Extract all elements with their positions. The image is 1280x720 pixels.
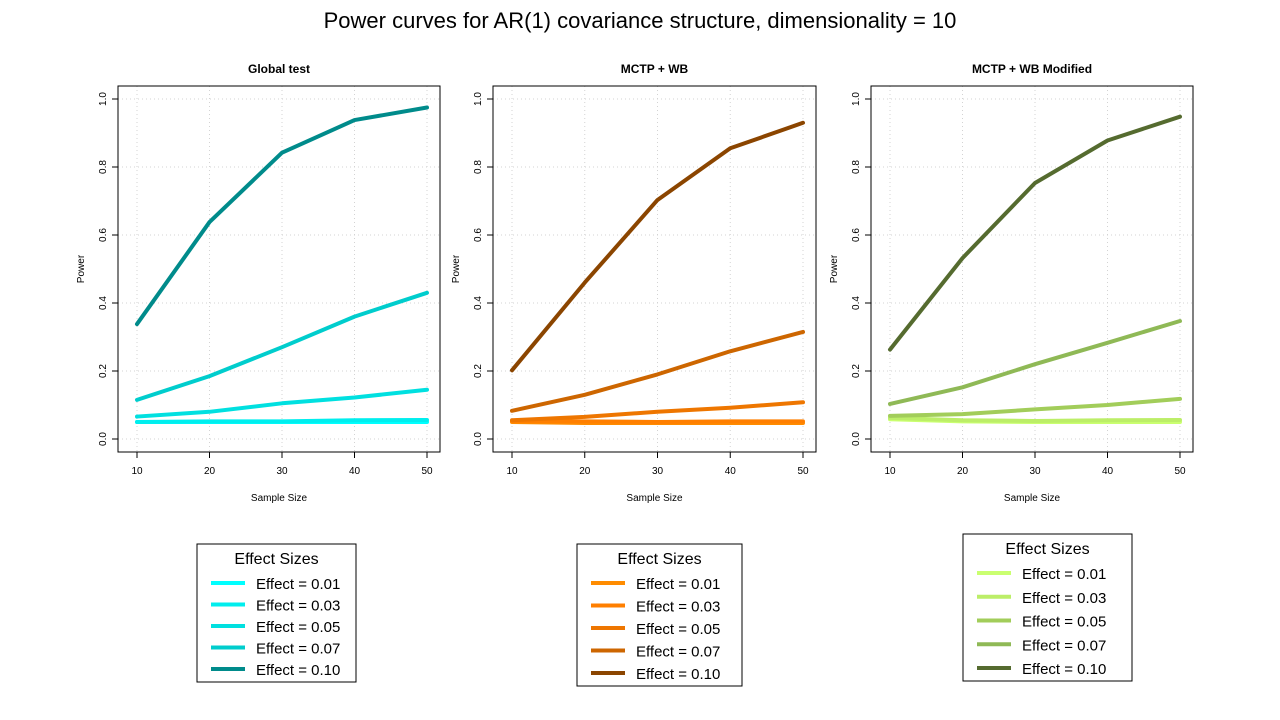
y-axis-label: Power <box>829 254 840 283</box>
series-line-3 <box>510 400 805 423</box>
legend-label-2: Effect = 0.03 <box>636 599 720 616</box>
x-tick-label: 50 <box>797 466 809 477</box>
y-tick-label: 0.6 <box>473 228 484 242</box>
plot-frame <box>492 85 817 453</box>
x-tick-label: 20 <box>204 466 216 477</box>
x-tick-label: 30 <box>276 466 288 477</box>
series-line-2 <box>135 417 429 424</box>
legend-box <box>196 543 357 683</box>
legend-label-3: Effect = 0.05 <box>636 621 720 638</box>
y-tick-label: 0.6 <box>851 228 862 242</box>
y-tick-label: 0.8 <box>98 160 109 174</box>
x-tick-label: 10 <box>506 466 518 477</box>
x-tick-label: 30 <box>1029 466 1041 477</box>
legend-label-2: Effect = 0.03 <box>256 598 340 615</box>
legend-label-5: Effect = 0.10 <box>636 666 720 683</box>
series-line-2 <box>888 415 1182 423</box>
y-tick-label: 0.0 <box>98 432 109 446</box>
legend-label-4: Effect = 0.07 <box>636 644 720 661</box>
series-line-3 <box>135 387 429 419</box>
series-line-5 <box>510 120 805 373</box>
y-axis-label: Power <box>76 254 87 283</box>
legend-label-1: Effect = 0.01 <box>1022 566 1106 583</box>
main-title: Power curves for AR(1) covariance struct… <box>323 8 957 33</box>
legend-box <box>576 543 743 687</box>
y-tick-label: 0.8 <box>473 160 484 174</box>
y-tick-label: 0.4 <box>473 296 484 310</box>
legend-title: Effect Sizes <box>234 551 318 568</box>
x-tick-label: 20 <box>579 466 591 477</box>
panel-2: MCTP + WB 10 20 30 40 50 0.0 0.2 0.4 0.6 0.8 1.0 Sam… <box>451 62 817 504</box>
y-tick-label: 1.0 <box>851 92 862 106</box>
legend-label-4: Effect = 0.07 <box>256 641 340 658</box>
x-tick-label: 30 <box>652 466 664 477</box>
series-line-5 <box>888 114 1182 352</box>
panel-title: MCTP + WB Modified <box>972 62 1092 76</box>
y-tick-label: 0.4 <box>851 296 862 310</box>
series-line-5 <box>135 105 429 327</box>
x-tick-label: 40 <box>725 466 737 477</box>
legend-label-5: Effect = 0.10 <box>1022 661 1106 678</box>
panel-3: MCTP + WB Modified 10 20 30 40 50 0.0 0.2 0.4 0.6… <box>829 62 1194 504</box>
legend-label-3: Effect = 0.05 <box>256 619 340 636</box>
y-tick-label: 0.4 <box>98 296 109 310</box>
legend-title: Effect Sizes <box>617 551 701 568</box>
y-tick-label: 1.0 <box>98 92 109 106</box>
y-tick-label: 0.8 <box>851 160 862 174</box>
series-line-4 <box>510 329 805 413</box>
y-tick-label: 0.6 <box>98 228 109 242</box>
y-axis-label: Power <box>451 254 462 283</box>
x-tick-label: 40 <box>1102 466 1114 477</box>
x-tick-label: 40 <box>349 466 361 477</box>
x-axis-label: Sample Size <box>1004 493 1061 504</box>
x-tick-label: 20 <box>957 466 969 477</box>
x-axis-label: Sample Size <box>251 493 308 504</box>
plot-frame <box>870 85 1194 453</box>
legend-label-2: Effect = 0.03 <box>1022 590 1106 607</box>
legend-2: Effect Sizes Effect = 0.01 Effect = 0.03 Ef… <box>576 543 743 687</box>
y-tick-label: 0.2 <box>98 364 109 378</box>
series-line-4 <box>135 290 429 402</box>
legend-label-5: Effect = 0.10 <box>256 662 340 679</box>
x-tick-label: 50 <box>1174 466 1186 477</box>
legend-1: Effect Sizes Effect = 0.01 Effect = 0.03 Ef… <box>196 543 357 683</box>
x-tick-label: 50 <box>421 466 433 477</box>
y-tick-label: 0.2 <box>473 364 484 378</box>
legend-label-4: Effect = 0.07 <box>1022 637 1106 654</box>
x-axis-label: Sample Size <box>626 493 683 504</box>
panel-1: Global test 10 20 30 40 50 0.0 0.2 0.4 0.6 0.8 1.0 S… <box>76 62 441 504</box>
legend-title: Effect Sizes <box>1005 541 1089 558</box>
legend-label-3: Effect = 0.05 <box>1022 614 1106 631</box>
series-line-4 <box>888 319 1182 406</box>
panel-title: Global test <box>248 62 310 76</box>
x-tick-label: 10 <box>884 466 896 477</box>
y-tick-label: 0.0 <box>473 432 484 446</box>
legend-label-1: Effect = 0.01 <box>256 576 340 593</box>
y-tick-label: 0.0 <box>851 432 862 446</box>
legend-3: Effect Sizes Effect = 0.01 Effect = 0.03 Ef… <box>962 533 1133 682</box>
series-line-3 <box>888 396 1182 418</box>
panel-title: MCTP + WB <box>621 62 689 76</box>
plot-frame <box>117 85 441 453</box>
y-tick-label: 0.2 <box>851 364 862 378</box>
legend-label-1: Effect = 0.01 <box>636 576 720 593</box>
legend-box <box>962 533 1133 682</box>
y-tick-label: 1.0 <box>473 92 484 106</box>
x-tick-label: 10 <box>131 466 143 477</box>
series-line-2 <box>510 418 805 424</box>
